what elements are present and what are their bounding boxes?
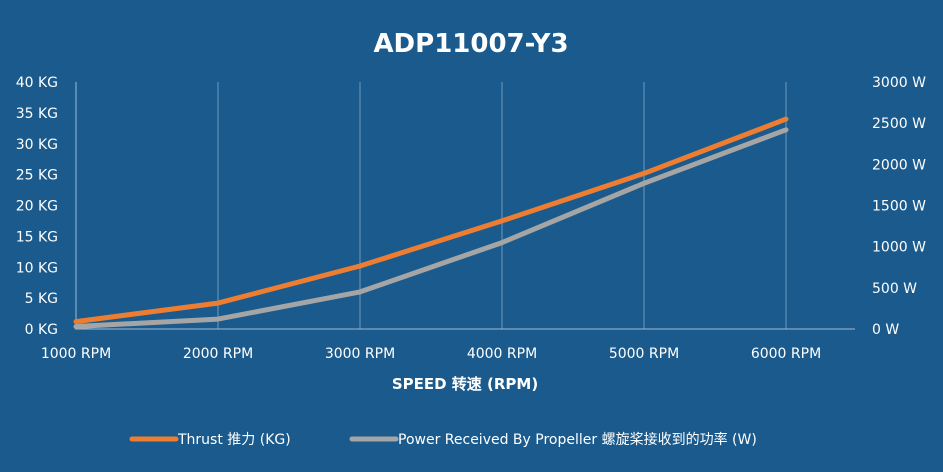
y-left-tick-labels: 0 KG 5 KG 10 KG 15 KG 20 KG 25 KG 30 KG 35 KG 40… (16, 75, 58, 338)
y-right-tick-label: 500 W (872, 281, 917, 297)
x-tick-label: 4000 RPM (467, 346, 537, 362)
x-tick-label: 3000 RPM (325, 346, 395, 362)
thrust-series-line (73, 116, 789, 325)
y-left-tick-label: 15 KG (16, 229, 58, 245)
x-axis-label: SPEED 转速 (RPM) (392, 375, 538, 393)
chart-title: ADP11007-Y3 (373, 29, 568, 59)
y-left-tick-label: 5 KG (25, 291, 58, 307)
y-right-tick-labels: 0 W 500 W 1000 W 1500 W 2000 W 2500 W 3000 W (872, 75, 926, 338)
x-tick-labels: 1000 RPM 2000 RPM 3000 RPM 4000 RPM 5000 RPM… (41, 346, 821, 362)
x-tick-label: 5000 RPM (609, 346, 679, 362)
y-left-tick-label: 35 KG (16, 106, 58, 122)
y-left-tick-label: 40 KG (16, 75, 58, 91)
y-right-tick-label: 2500 W (872, 116, 926, 132)
y-right-tick-label: 0 W (872, 322, 899, 338)
y-left-tick-label: 10 KG (16, 260, 58, 276)
y-left-tick-label: 0 KG (25, 322, 58, 338)
legend-label: Thrust 推力 (KG) (177, 432, 291, 448)
grid-lines (75, 82, 855, 330)
y-right-tick-label: 1500 W (872, 199, 926, 215)
y-right-tick-label: 1000 W (872, 240, 926, 256)
power-series-line (73, 127, 789, 329)
y-right-tick-label: 3000 W (872, 75, 926, 91)
y-left-tick-label: 25 KG (16, 168, 58, 184)
legend-label: Power Received By Propeller 螺旋桨接收到的功率 (W… (398, 431, 757, 448)
y-left-tick-label: 30 KG (16, 137, 58, 153)
x-tick-label: 6000 RPM (751, 346, 821, 362)
x-tick-label: 1000 RPM (41, 346, 111, 362)
legend: Thrust 推力 (KG) Power Received By Propelle… (129, 431, 757, 448)
y-left-tick-label: 20 KG (16, 199, 58, 215)
x-tick-label: 2000 RPM (183, 346, 253, 362)
y-right-tick-label: 2000 W (872, 157, 926, 173)
series-lines (73, 116, 789, 329)
